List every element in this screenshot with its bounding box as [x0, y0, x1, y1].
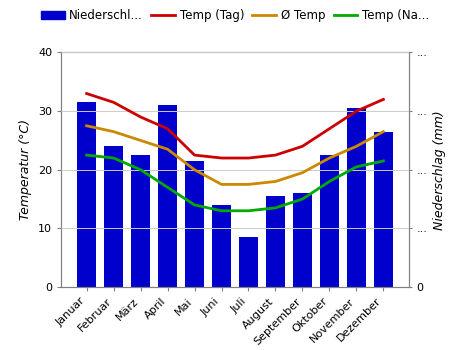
Bar: [320, 155, 339, 287]
Bar: [131, 155, 150, 287]
Bar: [77, 102, 96, 287]
Bar: [239, 237, 258, 287]
Y-axis label: Niederschlag (mm): Niederschlag (mm): [433, 110, 446, 230]
Bar: [104, 146, 123, 287]
Bar: [266, 196, 285, 287]
Bar: [212, 205, 231, 287]
Legend: Niederschl..., Temp (Tag), Ø Temp, Temp (Na...: Niederschl..., Temp (Tag), Ø Temp, Temp …: [38, 6, 432, 26]
Bar: [158, 105, 177, 287]
Bar: [347, 108, 366, 287]
Y-axis label: Temperatur (°C): Temperatur (°C): [19, 119, 32, 220]
Bar: [374, 132, 393, 287]
Bar: [293, 193, 312, 287]
Bar: [185, 161, 204, 287]
